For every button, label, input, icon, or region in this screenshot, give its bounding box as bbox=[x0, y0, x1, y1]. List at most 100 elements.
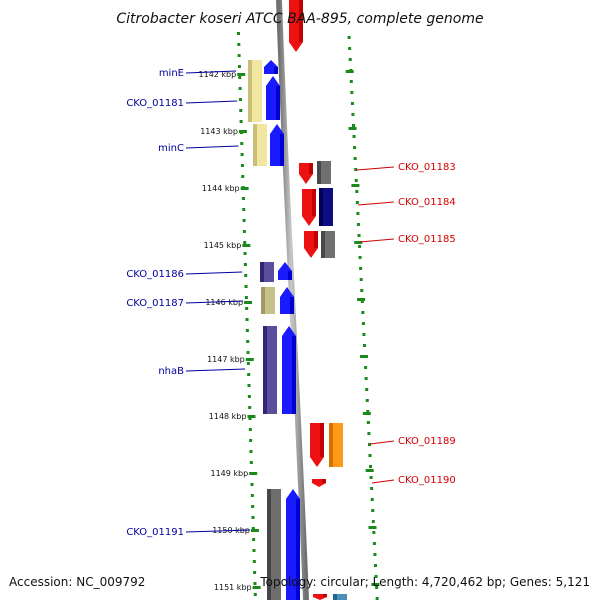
ring-dot bbox=[374, 575, 378, 578]
feature-block bbox=[321, 231, 335, 258]
ring-dot bbox=[249, 461, 253, 464]
ring-dot bbox=[348, 47, 352, 50]
topology-text: Topology: circular; Length: 4,720,462 bp… bbox=[259, 575, 590, 589]
ring-dot bbox=[247, 395, 251, 398]
ring-dot bbox=[350, 91, 354, 94]
accession-text: Accession: NC_009792 bbox=[9, 575, 145, 589]
ring-dot bbox=[352, 124, 355, 127]
ring-dot bbox=[243, 263, 247, 266]
ring-dot bbox=[369, 476, 373, 479]
reverse-gene-arrow bbox=[313, 594, 327, 600]
feature-block bbox=[319, 188, 333, 226]
ring-dot bbox=[375, 586, 379, 589]
ring-dot bbox=[366, 410, 370, 413]
ring-dot bbox=[358, 245, 362, 248]
ring-dot bbox=[349, 80, 353, 83]
gene-label: CKO_01190 bbox=[398, 475, 456, 486]
ring-dot bbox=[373, 553, 377, 556]
feature-block bbox=[261, 287, 275, 314]
tick-mark bbox=[252, 586, 261, 589]
tick-label: 1148 kbp bbox=[209, 412, 247, 421]
reverse-gene-arrow bbox=[312, 479, 326, 487]
gene-label: CKO_01181 bbox=[126, 98, 184, 109]
ring-dot bbox=[250, 494, 254, 497]
reverse-gene-arrow bbox=[299, 163, 313, 184]
ring-dot bbox=[246, 351, 250, 354]
ring-dot bbox=[369, 465, 373, 468]
label-leader-line bbox=[185, 271, 243, 275]
ring-dot bbox=[365, 388, 369, 391]
forward-gene-arrow bbox=[286, 489, 300, 600]
ring-dot bbox=[237, 54, 241, 57]
ring-dot bbox=[249, 439, 253, 442]
ring-dot bbox=[358, 256, 362, 259]
ring-dot bbox=[360, 300, 364, 303]
tick-mark bbox=[249, 472, 258, 475]
reverse-gene-arrow bbox=[310, 423, 324, 467]
ring-dot bbox=[236, 32, 240, 35]
ring-dot bbox=[354, 179, 358, 182]
ring-dot bbox=[368, 454, 372, 457]
tick-mark bbox=[365, 469, 374, 472]
tick-mark bbox=[362, 412, 371, 415]
ring-dot bbox=[363, 344, 366, 347]
ring-dot bbox=[375, 597, 379, 600]
ring-dot bbox=[245, 307, 249, 310]
label-leader-line bbox=[369, 440, 395, 445]
forward-gene-arrow bbox=[278, 262, 292, 280]
forward-gene-arrow bbox=[264, 60, 278, 74]
tick-mark bbox=[245, 358, 254, 361]
outer-ring-left bbox=[236, 32, 257, 596]
gene-label: CKO_01185 bbox=[398, 234, 456, 245]
ring-dot bbox=[364, 377, 368, 380]
ring-dot bbox=[238, 76, 242, 79]
label-leader-line bbox=[358, 201, 395, 206]
ring-dot bbox=[241, 197, 245, 200]
ring-dot bbox=[246, 340, 250, 343]
ring-dot bbox=[247, 384, 251, 387]
ring-dot bbox=[237, 43, 241, 46]
tick-mark bbox=[345, 70, 354, 73]
gene-label: CKO_01189 bbox=[398, 436, 456, 447]
ring-dot bbox=[348, 58, 352, 61]
ring-dot bbox=[359, 267, 363, 270]
ring-dot bbox=[355, 190, 359, 193]
tick-label: 1142 kbp bbox=[199, 70, 237, 79]
reverse-gene-arrow bbox=[302, 189, 316, 226]
tick-mark bbox=[242, 244, 251, 247]
ring-dot bbox=[239, 109, 243, 112]
ring-dot bbox=[367, 432, 371, 435]
gene-labels: minE CKO_01181 minC CKO_01186 CKO_01187 nhaB C… bbox=[126, 68, 455, 538]
ring-dot bbox=[242, 208, 246, 211]
ring-dot bbox=[253, 582, 257, 585]
gene-label: CKO_01187 bbox=[126, 298, 184, 309]
label-leader-line bbox=[185, 100, 238, 104]
tick-mark bbox=[354, 241, 363, 244]
feature-block bbox=[253, 124, 267, 166]
tick-mark bbox=[351, 184, 360, 187]
ring-dot bbox=[243, 241, 247, 244]
ring-dot bbox=[244, 296, 248, 299]
ring-dot bbox=[355, 201, 359, 204]
ring-dot bbox=[241, 175, 245, 178]
ring-dot bbox=[248, 417, 252, 420]
ring-dot bbox=[251, 505, 255, 508]
tick-mark bbox=[348, 127, 357, 130]
tick-mark bbox=[240, 187, 249, 190]
ring-dot bbox=[250, 483, 254, 486]
tick-mark bbox=[238, 130, 247, 133]
label-leader-line bbox=[359, 238, 395, 243]
ring-dot bbox=[372, 531, 376, 534]
ring-dot bbox=[362, 333, 366, 336]
tick-mark bbox=[250, 529, 259, 532]
feature-block bbox=[260, 262, 274, 282]
ring-dot bbox=[371, 520, 375, 523]
ring-dot bbox=[247, 373, 251, 376]
ring-dot bbox=[347, 36, 351, 39]
ring-dot bbox=[370, 498, 374, 501]
label-leader-line bbox=[356, 166, 395, 171]
label-leader-line bbox=[371, 479, 395, 484]
reverse-gene-arrow bbox=[304, 231, 318, 258]
forward-gene-arrow bbox=[280, 287, 294, 314]
